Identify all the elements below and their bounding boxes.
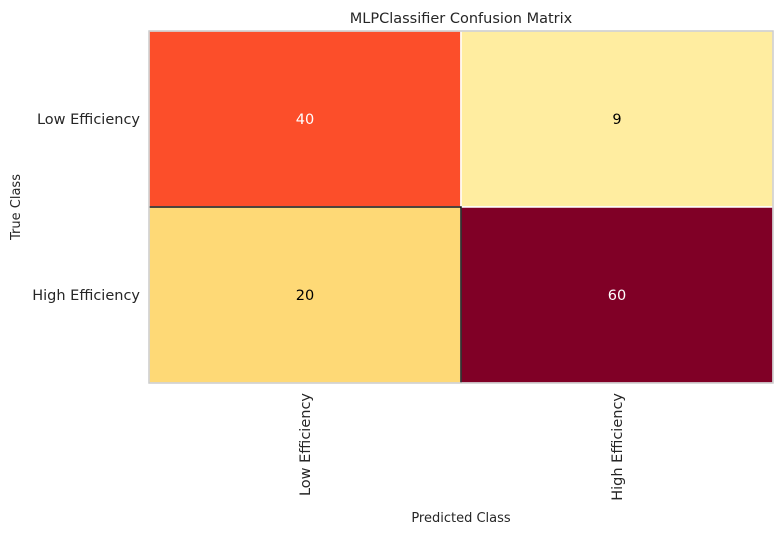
cell-value-r0-c0: 40 (296, 112, 314, 128)
matrix-cell-r1-c1 (460, 206, 774, 384)
x-tick-label: High Efficiency (610, 393, 626, 501)
x-tick-label: Low Efficiency (298, 393, 314, 496)
x-axis-label: Predicted Class (411, 511, 511, 526)
cell-value-r1-c1: 60 (608, 288, 626, 304)
chart-title: MLPClassifier Confusion Matrix (350, 11, 573, 27)
matrix-cell-r0-c0 (148, 30, 462, 208)
heatmap-cell-labels: 40 9 20 60 (296, 112, 626, 304)
y-axis-label: True Class (9, 174, 24, 241)
plot-frame (148, 30, 774, 384)
y-tick-label: Low Efficiency (37, 112, 140, 128)
cell-value-r0-c1: 9 (612, 112, 621, 128)
y-tick-label: High Efficiency (32, 288, 140, 304)
heatmap-cells (148, 30, 774, 384)
y-tick-labels: Low Efficiency High Efficiency (32, 112, 140, 304)
cell-divider-lines (149, 206, 462, 383)
matrix-cell-r0-c1 (460, 30, 774, 208)
cell-value-r1-c0: 20 (296, 288, 314, 304)
x-tick-labels: Low Efficiency High Efficiency (298, 393, 626, 501)
